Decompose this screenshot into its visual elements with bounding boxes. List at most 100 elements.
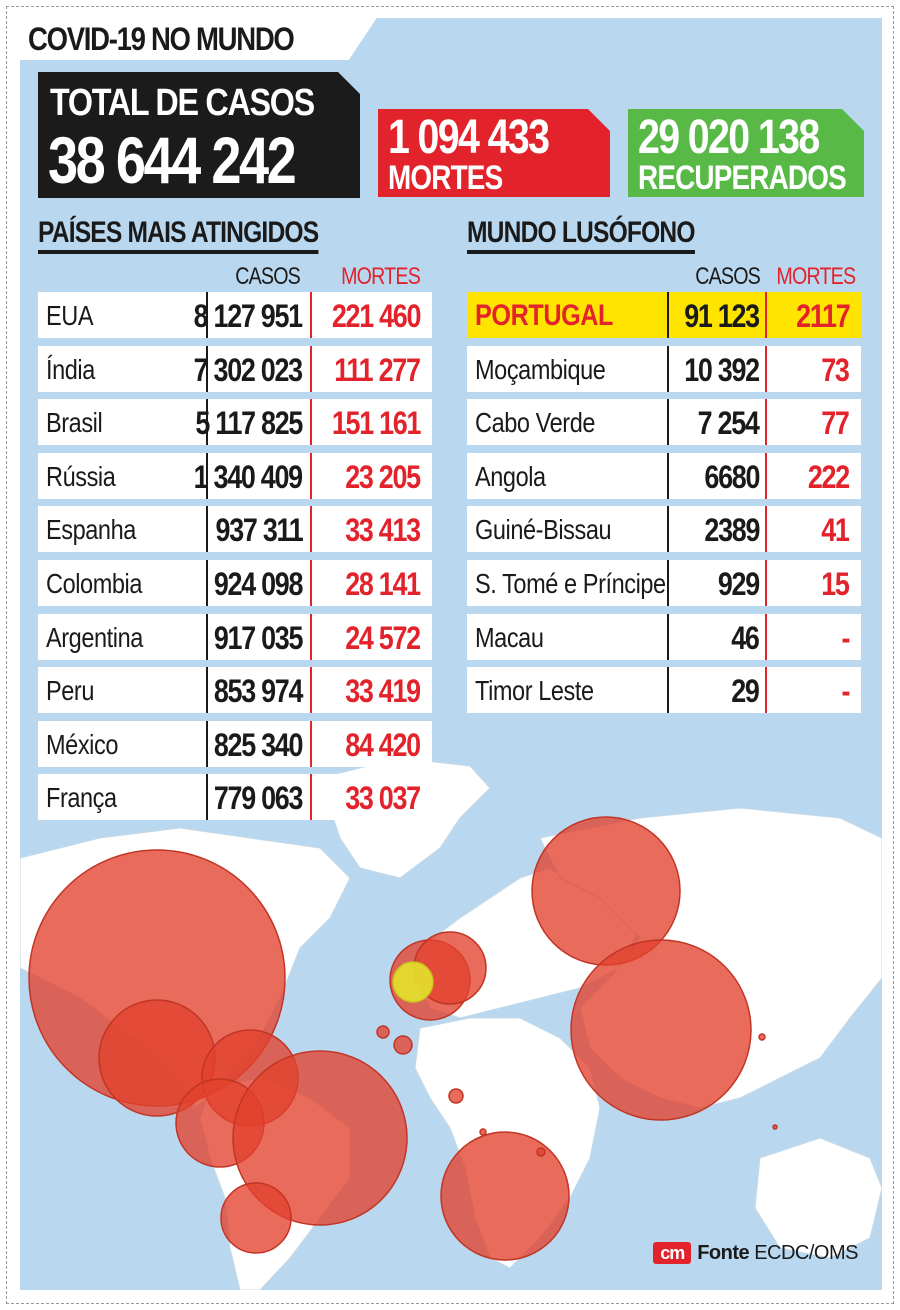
deaths-value: 2117: [795, 298, 851, 334]
deaths-value: -: [841, 673, 850, 710]
most-affected-deaths-header: MORTES: [341, 263, 421, 290]
country-name: Colombia: [46, 568, 142, 599]
deaths-divider: [310, 667, 312, 714]
macau-bubble: [758, 1033, 766, 1041]
deaths-value: 111 277: [334, 351, 422, 388]
country-name: Guiné-Bissau: [475, 514, 612, 546]
deaths-value: 77: [821, 405, 851, 442]
brazil-bubble: [232, 1050, 408, 1226]
table-row: Colombia 924 098 28 141: [38, 560, 432, 606]
total-cases-box: TOTAL DE CASOS 38 644 242: [38, 72, 360, 198]
deaths-divider: [765, 667, 767, 714]
table-row: EUA 8 127 951 221 460: [38, 292, 432, 338]
country-name: Rússia: [46, 460, 116, 492]
table-row: Espanha 937 311 33 413: [38, 506, 432, 553]
country-name: Peru: [46, 675, 95, 707]
deaths-divider: [765, 292, 767, 338]
cases-divider: [667, 613, 669, 660]
deaths-divider: [310, 774, 312, 821]
morocco-bubble: [393, 1035, 413, 1055]
deaths-divider: [310, 399, 312, 446]
cases-value: 91 123: [684, 298, 760, 334]
cases-divider: [206, 560, 208, 606]
most-affected-cases-header: CASOS: [235, 263, 301, 290]
world-map-svg: [20, 757, 882, 1290]
table-row: Rússia 1 340 409 23 205: [38, 452, 432, 499]
table-row: Peru 853 974 33 419: [38, 667, 432, 714]
source-text: ECDC/OMS: [754, 1241, 858, 1264]
table-row: Cabo Verde 7 254 77: [467, 399, 861, 446]
deaths-divider: [310, 720, 312, 767]
deaths-divider: [310, 560, 312, 606]
cases-value: 7 302 023: [193, 351, 304, 388]
mozambique-bubble: [536, 1147, 546, 1157]
deaths-divider: [310, 506, 312, 553]
country-name: Moçambique: [475, 353, 606, 385]
cases-divider: [667, 560, 669, 606]
cases-divider: [667, 399, 669, 446]
table-row: Argentina 917 035 24 572: [38, 613, 432, 660]
deaths-value: 33 419: [345, 673, 421, 710]
dashed-frame: [6, 6, 894, 1304]
cases-divider: [206, 452, 208, 499]
recovered-label: RECUPERADOS: [638, 159, 846, 197]
cases-divider: [206, 399, 208, 446]
cases-divider: [667, 345, 669, 392]
cases-divider: [206, 667, 208, 714]
deaths-value: 1 094 433: [388, 111, 549, 164]
most-affected-title: PAÍSES MAIS ATINGIDOS: [38, 216, 319, 254]
lusophone-cases-header: CASOS: [695, 263, 761, 290]
lusophone-title: MUNDO LUSÓFONO: [467, 216, 695, 254]
cm-logo: cm: [653, 1242, 692, 1264]
deaths-divider: [765, 506, 767, 553]
argentina-bubble: [220, 1182, 292, 1254]
deaths-divider: [765, 560, 767, 606]
deaths-value: -: [841, 619, 850, 656]
sao-tome-bubble: [479, 1128, 487, 1136]
source-credit: cm Fonte ECDC/OMS: [653, 1240, 858, 1266]
deaths-value: 23 205: [345, 458, 421, 495]
cases-divider: [206, 720, 208, 767]
country-name: Angola: [475, 460, 546, 492]
cases-value: 2389: [704, 512, 760, 549]
title-tab: COVID-19 NO MUNDO: [20, 18, 377, 60]
table-row: Brasil 5 117 825 151 161: [38, 399, 432, 446]
cases-value: 5 117 825: [195, 405, 303, 442]
deaths-value: 33 413: [345, 512, 421, 549]
cases-value: 7 254: [698, 405, 760, 442]
deaths-value: 221 460: [331, 298, 422, 334]
table-row: México 825 340 84 420: [38, 720, 432, 767]
deaths-value: 222: [807, 458, 850, 495]
deaths-value: 33 037: [345, 780, 421, 817]
deaths-divider: [310, 452, 312, 499]
cases-divider: [667, 506, 669, 553]
cases-value: 779 063: [213, 780, 304, 817]
cases-value: 937 311: [215, 512, 303, 549]
country-name: Argentina: [46, 621, 143, 653]
country-name: México: [46, 728, 118, 760]
cases-value: 853 974: [213, 673, 304, 710]
deaths-divider: [765, 452, 767, 499]
table-row: Timor Leste 29 -: [467, 667, 861, 714]
country-name: Espanha: [46, 514, 136, 546]
deaths-divider: [310, 613, 312, 660]
portugal-bubble: [392, 961, 434, 1003]
table-row: Índia 7 302 023 111 277: [38, 345, 432, 392]
country-name: Macau: [475, 621, 544, 653]
guinea-bissau-bubble: [448, 1088, 464, 1104]
cases-value: 8 127 951: [193, 298, 304, 334]
total-cases-value: 38 644 242: [48, 123, 295, 197]
country-name: Índia: [46, 353, 95, 385]
table-row: S. Tomé e Príncipe 929 15: [467, 560, 861, 606]
deaths-value: 28 141: [345, 566, 421, 602]
country-name: S. Tomé e Príncipe: [475, 568, 666, 599]
cases-value: 917 035: [213, 619, 304, 656]
table-row: Moçambique 10 392 73: [467, 345, 861, 392]
cases-value: 10 392: [684, 351, 760, 388]
southern-africa-bubble: [440, 1131, 570, 1261]
country-name: PORTUGAL: [475, 299, 614, 332]
deaths-divider: [765, 613, 767, 660]
cases-divider: [206, 506, 208, 553]
cases-value: 1 340 409: [193, 458, 304, 495]
deaths-divider: [310, 292, 312, 338]
